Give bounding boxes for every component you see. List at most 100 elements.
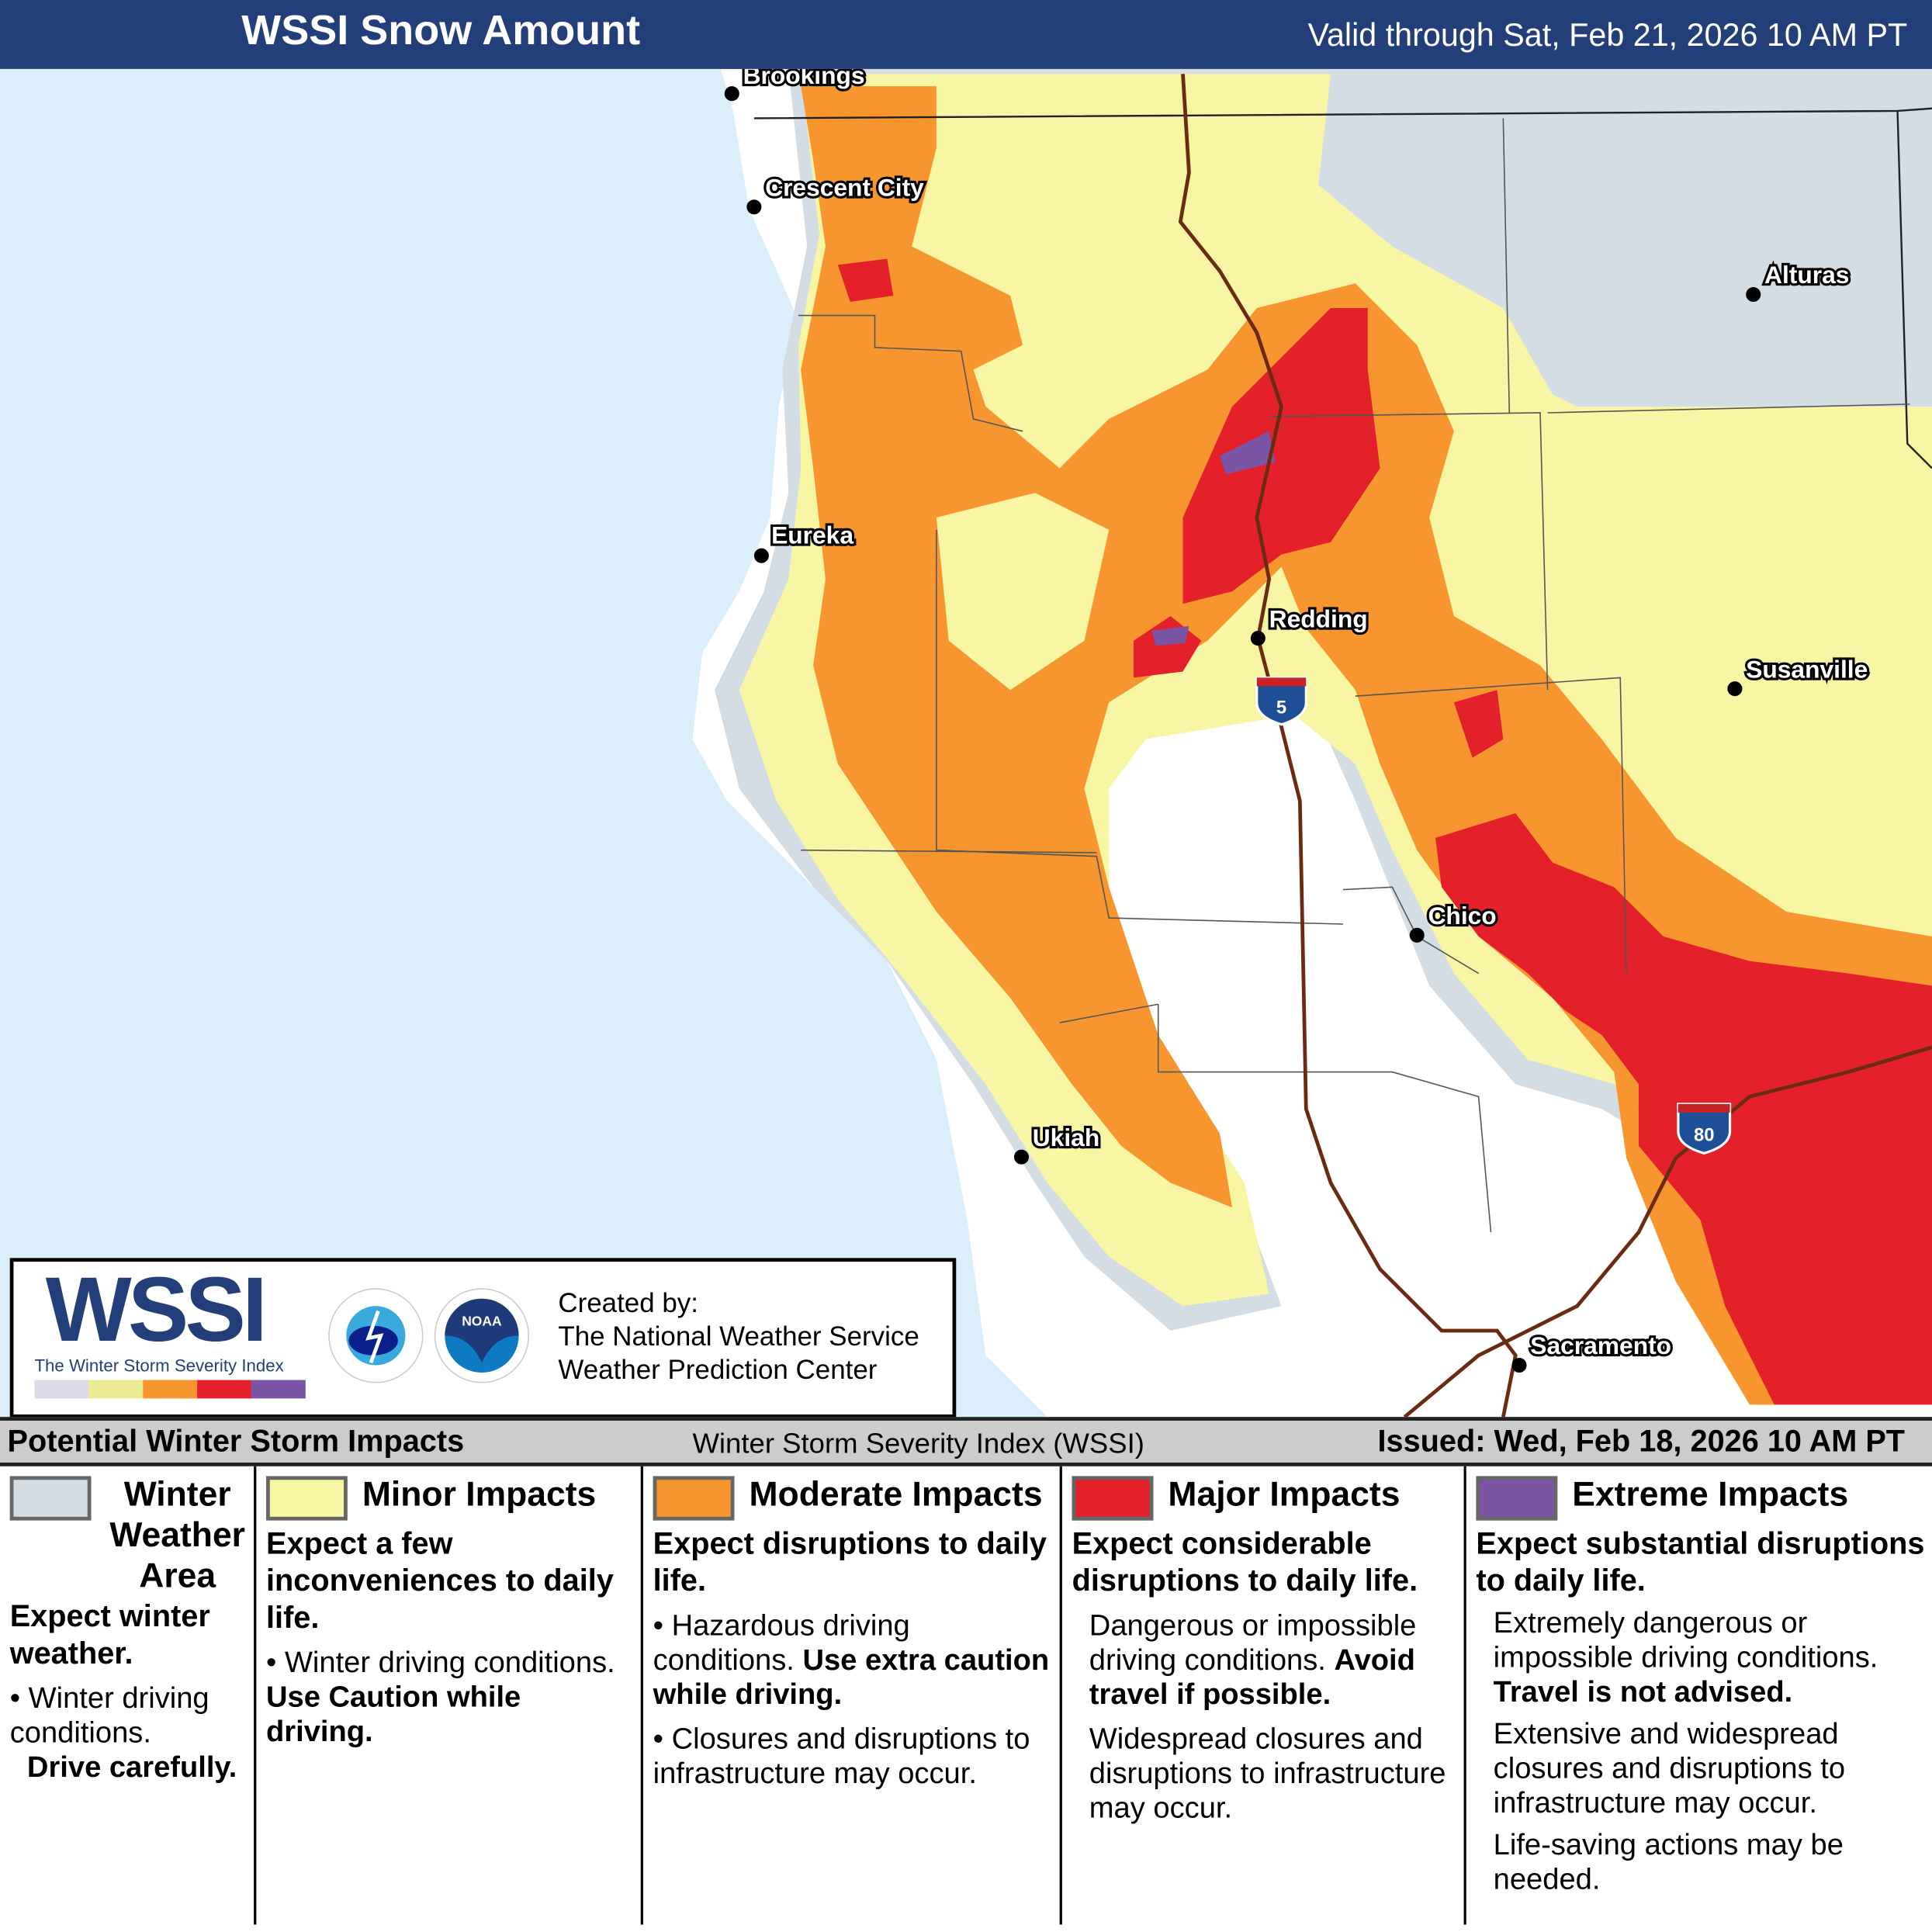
extreme-area-2 [1151, 625, 1189, 646]
legend-title: Moderate Impacts [749, 1474, 1043, 1514]
extreme-area [1220, 431, 1276, 475]
interstate-80-shield: 80 [1677, 1103, 1732, 1155]
city-dot [1013, 1149, 1029, 1165]
bullet-emphasis: Use extra caution while driving. [653, 1643, 1050, 1712]
winter-area-northeast [1318, 74, 1932, 444]
city-dot [1746, 287, 1761, 303]
interstate-5-shield: 5 [1255, 676, 1307, 726]
city-dot [1409, 927, 1425, 943]
logo-color-winter [34, 1380, 89, 1399]
swatch-moderate [653, 1476, 735, 1521]
legend-detail: Extremely dangerous or impossible drivin… [1476, 1607, 1927, 1710]
legend-bullet: • Hazardous driving conditions. Use extr… [653, 1608, 1050, 1712]
impacts-title-bar: Potential Winter Storm Impacts Winter St… [0, 1417, 1932, 1466]
bullet-text: Winter driving conditions. [9, 1681, 209, 1750]
city-label-ukiah: Ukiah [1033, 1124, 1099, 1151]
bullet-text: Closures and disruptions to infrastructu… [653, 1723, 1030, 1791]
city-label-chico: Chico [1428, 902, 1497, 930]
legend-summary: Expect substantial disruptions to daily … [1476, 1526, 1925, 1598]
state-border [753, 107, 1932, 469]
city-label-alturas: Alturas [1764, 261, 1849, 289]
logo-box: WSSI The Winter Storm Severity Index NOA… [9, 1258, 957, 1418]
map-title: WSSI Snow Amount [241, 7, 641, 54]
legend-summary: Expect a few inconveniences to daily lif… [266, 1526, 614, 1636]
minor-island-center [936, 493, 1110, 691]
swatch-minor [266, 1476, 348, 1521]
city-dot [1250, 631, 1265, 646]
city-dot [746, 199, 762, 215]
header-bar: WSSI Snow Amount Valid through Sat, Feb … [0, 0, 1932, 69]
city-dot [1727, 681, 1743, 697]
bullet-emphasis: Use Caution while driving. [266, 1681, 521, 1749]
city-dot [753, 548, 769, 563]
city-label-crescent-city: Crescent City [765, 173, 924, 201]
ocean [0, 68, 1047, 1418]
legend-header: Minor Impacts [266, 1473, 635, 1523]
legend-minor-impacts: Minor Impacts Expect a few inconvenience… [256, 1466, 643, 1925]
minor-island-east [1540, 407, 1932, 912]
legend-header: Extreme Impacts [1476, 1473, 1927, 1523]
legend-extreme-impacts: Extreme Impacts Expect substantial disru… [1466, 1466, 1932, 1925]
nws-logo [328, 1288, 424, 1383]
detail-emphasis: Travel is not advised. [1493, 1675, 1793, 1709]
impacts-heading: Potential Winter Storm Impacts [7, 1424, 465, 1459]
legend-detail: Widespread closures and disruptions to i… [1089, 1723, 1446, 1825]
creator-wpc: Weather Prediction Center [558, 1354, 878, 1385]
major-area-north [1182, 308, 1380, 604]
legend-summary: Expect disruptions to daily life. [653, 1526, 1047, 1598]
major-area-crescent [837, 258, 894, 303]
legend-title: Extreme Impacts [1572, 1474, 1849, 1514]
bullet-text: Hazardous driving conditions. [653, 1608, 910, 1678]
county-borders [798, 118, 1910, 1233]
valid-through: Valid through Sat, Feb 21, 2026 10 AM PT [1307, 16, 1908, 54]
detail-emphasis: Avoid travel if possible. [1089, 1643, 1415, 1712]
wssi-subtitle: The Winter Storm Severity Index [34, 1355, 284, 1376]
legend-header: Moderate Impacts [653, 1473, 1055, 1523]
creator-nws: The National Weather Service [558, 1321, 919, 1352]
city-label-redding: Redding [1269, 604, 1368, 632]
logo-color-major [197, 1380, 251, 1399]
noaa-logo: NOAA [434, 1288, 530, 1383]
legend-detail: Life-saving actions may be needed. [1493, 1828, 1844, 1896]
legend-title: Winter Weather Area [109, 1474, 245, 1594]
index-name: Winter Storm Severity Index (WSSI) [692, 1426, 1144, 1459]
swatch-extreme [1476, 1476, 1558, 1521]
created-by: Created by: The National Weather Service… [558, 1286, 919, 1387]
city-markers: Brookings Crescent City Alturas Eureka R… [724, 69, 1870, 1373]
city-label-eureka: Eureka [771, 521, 853, 549]
swatch-winter [9, 1476, 92, 1521]
impact-legend: Winter Weather Area Expect winter weathe… [0, 1466, 1932, 1932]
legend-title: Major Impacts [1168, 1474, 1401, 1514]
major-area-lassen [1453, 690, 1504, 758]
city-dot [1511, 1357, 1527, 1373]
legend-bullet: • Winter driving conditions. Drive carefu… [9, 1681, 237, 1785]
legend-moderate-impacts: Moderate Impacts Expect disruptions to d… [643, 1466, 1062, 1925]
swatch-major [1072, 1476, 1154, 1521]
shield-label: 5 [1276, 697, 1286, 718]
legend-title: Minor Impacts [362, 1474, 597, 1514]
legend-summary: Expect winter weather. [9, 1599, 210, 1671]
city-label-brookings: Brookings [743, 69, 865, 89]
legend-detail: Extensive and widespread closures and di… [1493, 1717, 1846, 1820]
bullet-text: Winter driving conditions. [284, 1646, 615, 1680]
issued-date: Issued: Wed, Feb 18, 2026 10 AM PT [1377, 1424, 1906, 1459]
detail-text: Dangerous or impossible driving conditio… [1089, 1608, 1417, 1678]
legend-winter-weather-area: Winter Weather Area Expect winter weathe… [0, 1466, 257, 1925]
city-label-sacramento: Sacramento [1530, 1331, 1671, 1359]
created-by-label: Created by: [558, 1287, 698, 1319]
detail-text: Extremely dangerous or impossible drivin… [1493, 1606, 1878, 1675]
interstate-highways [1178, 74, 1932, 1418]
legend-detail: Dangerous or impossible driving conditio… [1072, 1609, 1459, 1712]
shield-label: 80 [1694, 1124, 1715, 1145]
logo-color-minor [88, 1380, 144, 1399]
legend-major-impacts: Major Impacts Expect considerable disrup… [1062, 1466, 1466, 1925]
legend-bullet: • Closures and disruptions to infrastruc… [653, 1723, 1030, 1791]
city-dot [724, 86, 739, 102]
noaa-text: NOAA [462, 1314, 502, 1329]
legend-summary: Expect considerable disruptions to daily… [1072, 1526, 1418, 1598]
legend-bullet: • Winter driving conditions. Use Caution… [266, 1646, 615, 1749]
legend-header: Major Impacts [1072, 1473, 1459, 1523]
logo-color-extreme [251, 1380, 306, 1399]
wssi-logo: WSSI [45, 1258, 268, 1361]
